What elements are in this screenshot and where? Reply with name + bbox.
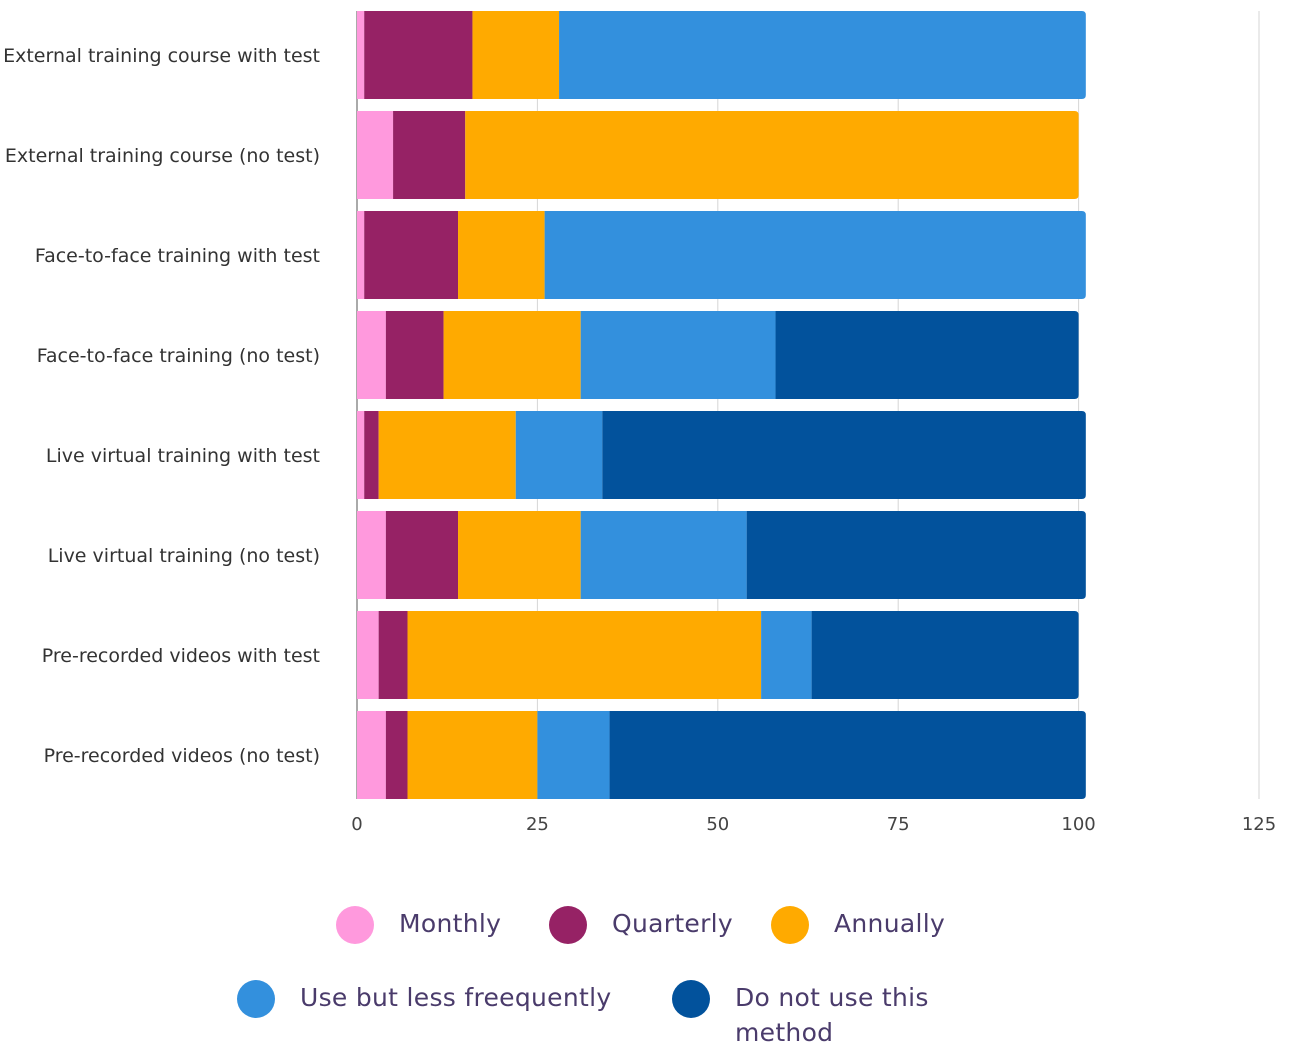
legend-item-quarterly: Quarterly (549, 906, 733, 944)
bar-live-virtual-training-no-test-use-but-less-freequently (580, 511, 747, 599)
bar-pre-recorded-videos-with-test-do-not-use-this-method (811, 611, 1079, 699)
legend-swatch-annually (771, 906, 809, 944)
bar-pre-recorded-videos-with-test-quarterly (378, 611, 408, 699)
category-label-external-training-course-no-test: External training course (no test) (5, 145, 320, 167)
legend-label-do-not-use: Do not use this method (735, 983, 929, 1047)
category-label-live-virtual-training-with-test: Live virtual training with test (46, 445, 320, 467)
bar-live-virtual-training-no-test-quarterly (385, 511, 459, 599)
bar-face-to-face-training-with-test-quarterly (364, 211, 459, 299)
legend-item-less-frequently: Use but less freequently (237, 980, 611, 1018)
bar-live-virtual-training-with-test-monthly (357, 411, 365, 499)
bar-face-to-face-training-with-test-monthly (357, 211, 365, 299)
bar-pre-recorded-videos-with-test-annually (407, 611, 762, 699)
bar-pre-recorded-videos-no-test-annually (407, 711, 538, 799)
bar-pre-recorded-videos-with-test-monthly (357, 611, 379, 699)
bar-external-training-course-with-test-use-but-less-freequently (559, 11, 1086, 99)
x-tick-label-0: 0 (351, 814, 362, 835)
bar-pre-recorded-videos-no-test-do-not-use-this-method (609, 711, 1086, 799)
category-label-face-to-face-training-with-test: Face-to-face training with test (35, 245, 320, 267)
legend-swatch-do-not-use (672, 980, 710, 1018)
legend-item-do-not-use: Do not use this method (672, 980, 965, 1050)
bar-pre-recorded-videos-no-test-quarterly (385, 711, 408, 799)
legend-label-quarterly: Quarterly (612, 909, 734, 938)
legend-swatch-quarterly (549, 906, 587, 944)
legend-swatch-monthly (336, 906, 374, 944)
bar-face-to-face-training-no-test-annually (443, 311, 581, 399)
bar-live-virtual-training-with-test-do-not-use-this-method (602, 411, 1086, 499)
bar-face-to-face-training-no-test-quarterly (385, 311, 444, 399)
category-label-live-virtual-training-no-test: Live virtual training (no test) (48, 545, 320, 567)
bar-live-virtual-training-with-test-annually (378, 411, 516, 499)
category-label-face-to-face-training-no-test: Face-to-face training (no test) (37, 345, 320, 367)
bar-pre-recorded-videos-no-test-use-but-less-freequently (537, 711, 610, 799)
bar-pre-recorded-videos-no-test-monthly (357, 711, 386, 799)
bar-face-to-face-training-no-test-monthly (357, 311, 386, 399)
x-tick-label-100: 100 (1061, 814, 1095, 835)
bar-face-to-face-training-with-test-use-but-less-freequently (544, 211, 1086, 299)
bar-live-virtual-training-no-test-annually (458, 511, 581, 599)
bar-live-virtual-training-with-test-quarterly (364, 411, 379, 499)
bars (357, 11, 1086, 799)
legend-label-less-frequently: Use but less freequently (300, 983, 612, 1012)
bar-external-training-course-no-test-quarterly (393, 111, 466, 199)
legend-item-monthly: Monthly (336, 906, 501, 944)
legend-label-monthly: Monthly (399, 909, 502, 938)
category-label-pre-recorded-videos-with-test: Pre-recorded videos with test (42, 645, 320, 667)
bar-external-training-course-no-test-monthly (357, 111, 394, 199)
legend-swatch-less-frequently (237, 980, 275, 1018)
bar-live-virtual-training-with-test-use-but-less-freequently (515, 411, 603, 499)
x-tick-label-75: 75 (887, 814, 910, 835)
bar-external-training-course-with-test-quarterly (364, 11, 473, 99)
legend-label-annually: Annually (834, 909, 946, 938)
category-label-pre-recorded-videos-no-test: Pre-recorded videos (no test) (44, 745, 320, 767)
bar-live-virtual-training-no-test-monthly (357, 511, 386, 599)
bar-face-to-face-training-no-test-do-not-use-this-method (775, 311, 1079, 399)
x-tick-label-50: 50 (706, 814, 729, 835)
x-tick-label-125: 125 (1242, 814, 1276, 835)
legend-item-annually: Annually (771, 906, 945, 944)
bar-external-training-course-with-test-monthly (357, 11, 365, 99)
category-labels: External training course with test Extern… (3, 45, 320, 767)
bar-external-training-course-no-test-annually (465, 111, 1079, 199)
bar-pre-recorded-videos-with-test-use-but-less-freequently (761, 611, 812, 699)
bar-face-to-face-training-no-test-use-but-less-freequently (580, 311, 776, 399)
category-label-external-training-course-with-test: External training course with test (3, 45, 320, 67)
x-tick-labels: 0 25 50 75 100 125 (351, 814, 1276, 835)
bar-external-training-course-with-test-annually (472, 11, 560, 99)
bar-live-virtual-training-no-test-do-not-use-this-method (746, 511, 1086, 599)
x-tick-label-25: 25 (526, 814, 549, 835)
bar-face-to-face-training-with-test-annually (458, 211, 545, 299)
